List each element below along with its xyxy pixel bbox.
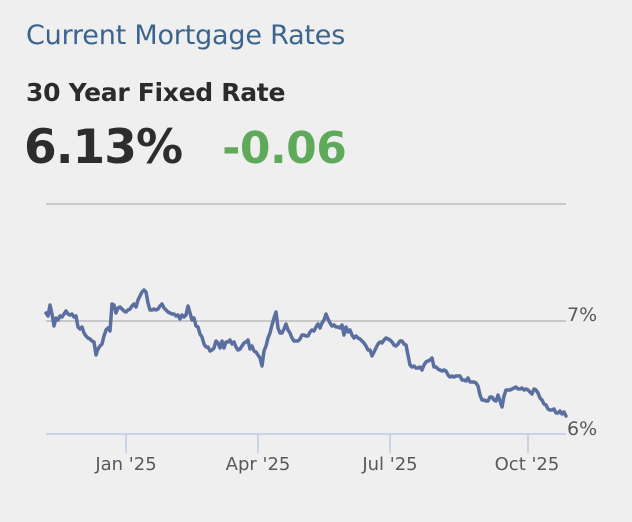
rate-summary: 6.13% -0.06 — [24, 120, 347, 175]
x-tick-label-jan: Jan '25 — [94, 454, 156, 475]
y-tick-label-6: 6% — [567, 418, 597, 440]
x-tick-label-oct: Oct '25 — [495, 454, 560, 475]
rate-series-line — [44, 288, 568, 418]
page-title: Current Mortgage Rates — [26, 20, 346, 51]
current-rate: 6.13% — [24, 120, 183, 175]
x-tick-label-apr: Apr '25 — [226, 454, 291, 475]
x-tick-label-jul: Jul '25 — [361, 454, 417, 475]
rate-type-label: 30 Year Fixed Rate — [26, 78, 286, 107]
y-tick-label-7: 7% — [567, 304, 597, 326]
rate-change: -0.06 — [222, 123, 347, 174]
